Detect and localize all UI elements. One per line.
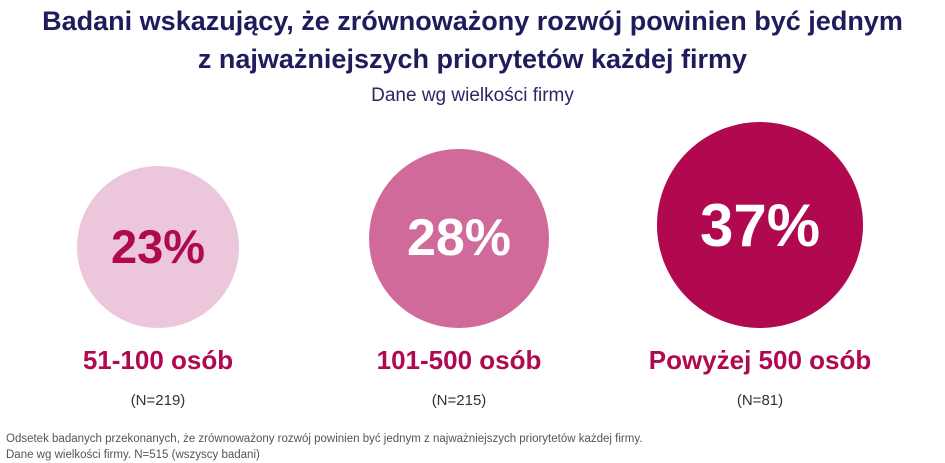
chart-title-line-1: Badani wskazujący, że zrównoważony rozwó… — [0, 2, 945, 40]
footnote: Odsetek badanych przekonanych, że zrówno… — [6, 431, 642, 463]
sample-size-label-2: (N=215) — [359, 391, 559, 411]
chart-title: Badani wskazujący, że zrównoważony rozwó… — [0, 2, 945, 78]
bubble-value-label-1: 23% — [111, 219, 205, 274]
bubble-3: 37% — [657, 122, 863, 328]
bubble-value-label-2: 28% — [407, 208, 511, 268]
sample-size-label-1: (N=219) — [58, 391, 258, 411]
chart-title-line-2: z najważniejszych priorytetów każdej fir… — [0, 40, 945, 78]
footnote-line-1: Odsetek badanych przekonanych, że zrówno… — [6, 431, 642, 447]
footnote-line-2: Dane wg wielkości firmy. N=515 (wszyscy … — [6, 447, 642, 463]
chart-subtitle: Dane wg wielkości firmy — [0, 84, 945, 108]
bubble-2: 28% — [369, 149, 548, 328]
bubble-1: 23% — [77, 166, 239, 328]
bubble-value-label-3: 37% — [700, 191, 820, 260]
category-label-2: 101-500 osób — [299, 344, 619, 376]
category-label-1: 51-100 osób — [0, 344, 318, 376]
sample-size-label-3: (N=81) — [660, 391, 860, 411]
category-label-3: Powyżej 500 osób — [600, 344, 920, 376]
